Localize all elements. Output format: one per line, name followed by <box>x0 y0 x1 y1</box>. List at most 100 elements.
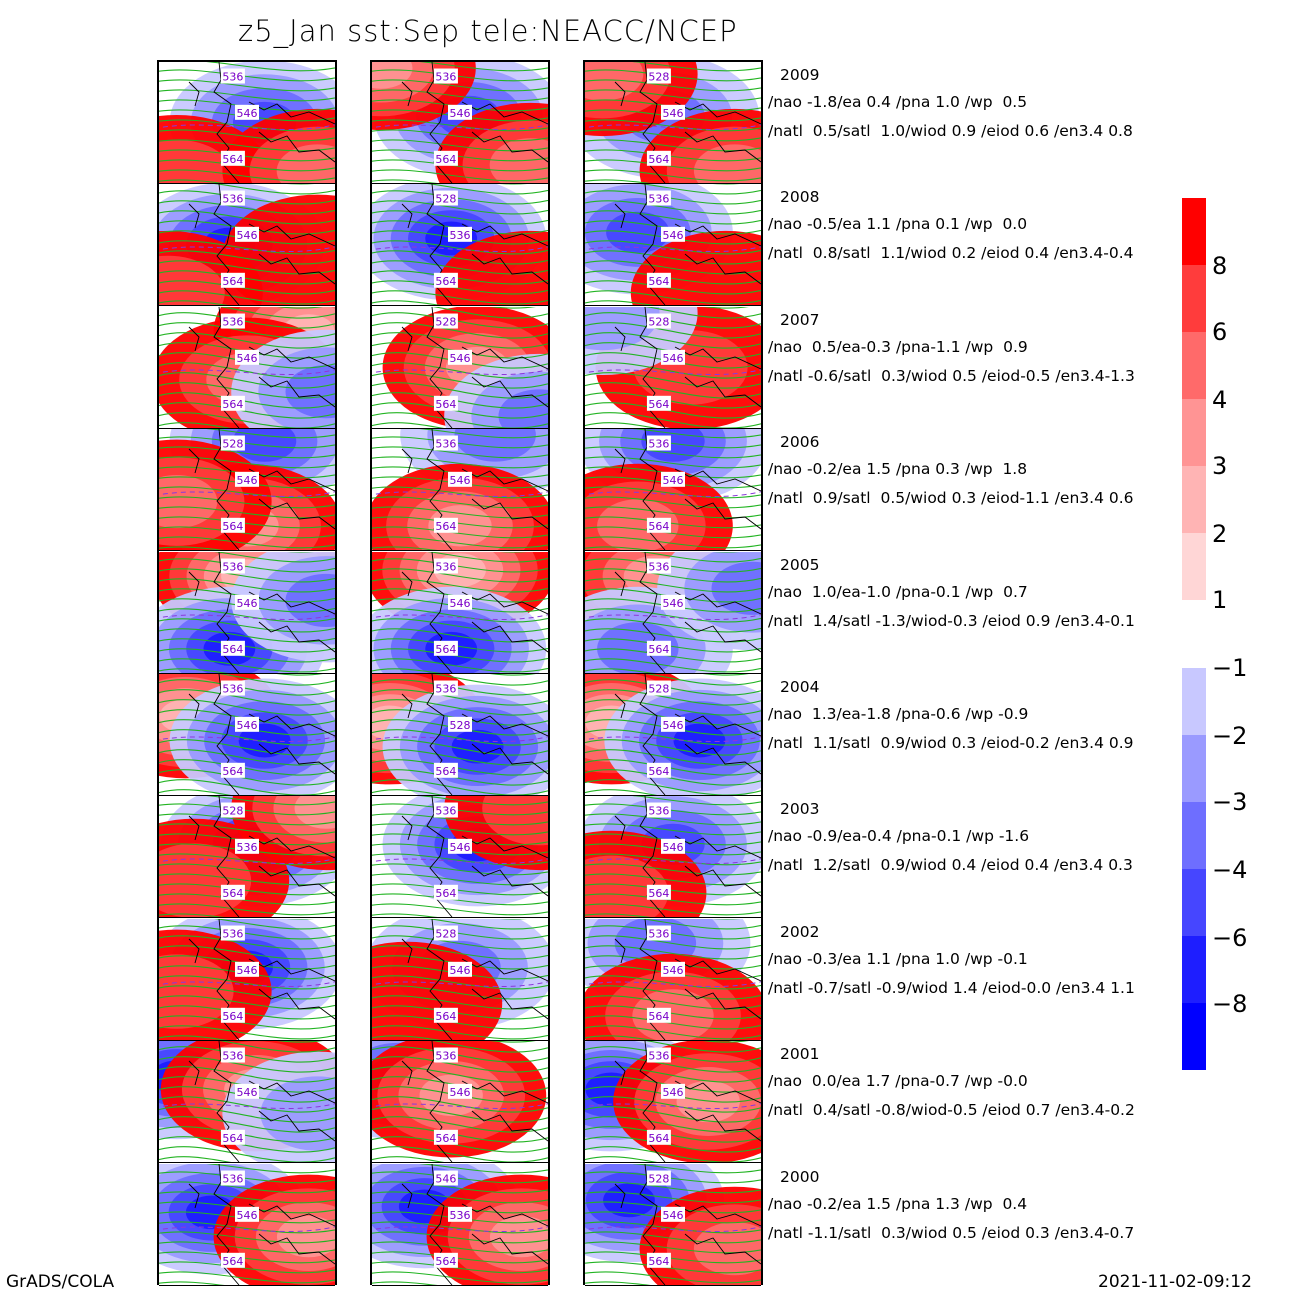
colorbar-swatch <box>1182 936 1206 1003</box>
year-label: 2002 <box>780 922 820 941</box>
teleconnection-indices: /nao 1.3/ea-1.8 /pna-0.6 /wp -0.9 <box>768 705 1029 723</box>
map-panel: 528 546 564 <box>585 62 761 184</box>
contour-label: 528 <box>646 1170 671 1186</box>
contour-label: 564 <box>646 1129 671 1145</box>
year-label: 2000 <box>780 1167 820 1186</box>
contour-label: 536 <box>433 1047 458 1063</box>
map-panel: 536 546 564 <box>159 306 335 429</box>
svg-text:528: 528 <box>648 315 669 328</box>
svg-text:546: 546 <box>450 841 471 854</box>
contour-label: 546 <box>448 349 472 365</box>
contour-label: 564 <box>433 273 458 289</box>
colorbar-tick-label: 8 <box>1212 252 1228 280</box>
contour-label: 546 <box>433 1170 458 1186</box>
svg-text:546: 546 <box>237 474 258 487</box>
year-info: 2004/nao 1.3/ea-1.8 /pna-0.6 /wp -0.9/na… <box>768 678 1134 752</box>
teleconnection-indices: /nao 0.5/ea-0.3 /pna-1.1 /wp 0.9 <box>768 337 1028 356</box>
svg-text:564: 564 <box>648 765 669 778</box>
svg-text:546: 546 <box>450 596 471 609</box>
contour-label: 564 <box>220 1129 245 1145</box>
colorbar-tick-label: 1 <box>1212 586 1228 614</box>
svg-text:528: 528 <box>648 1172 669 1185</box>
contour-label: 564 <box>220 1252 245 1268</box>
svg-text:536: 536 <box>435 438 456 451</box>
map-panel: 536 546 564 <box>159 551 335 674</box>
sst-indices: /natl 0.8/satl 1.1/wiod 0.2 /eiod 0.4 /e… <box>768 244 1134 263</box>
colorbar-swatch <box>1182 735 1206 802</box>
svg-text:546: 546 <box>663 841 684 854</box>
contour-label: 536 <box>646 558 671 574</box>
svg-text:546: 546 <box>450 474 471 487</box>
colorbar-swatch <box>1182 869 1206 936</box>
year-info: 2001/nao 0.0/ea 1.7 /pna-0.7 /wp -0.0/na… <box>768 1045 1135 1119</box>
svg-text:546: 546 <box>237 1086 258 1099</box>
svg-text:536: 536 <box>435 560 456 573</box>
contour-label: 546 <box>235 227 259 243</box>
year-label: 2008 <box>780 188 820 207</box>
sst-indices: /natl -0.7/satl -0.9/wiod 1.4 /eiod-0.0 … <box>768 978 1135 997</box>
colorbar-swatch <box>1182 1003 1206 1070</box>
contour-label: 546 <box>235 349 259 365</box>
contour-label: 546 <box>661 1084 685 1100</box>
svg-text:546: 546 <box>663 107 684 120</box>
svg-text:536: 536 <box>648 805 669 818</box>
contour-label: 536 <box>220 190 245 206</box>
contour-label: 564 <box>646 885 671 901</box>
contour-label: 546 <box>448 472 472 488</box>
contour-label: 528 <box>220 802 245 818</box>
svg-text:528: 528 <box>435 315 456 328</box>
svg-text:546: 546 <box>663 474 684 487</box>
colorbar-tick-label: −2 <box>1212 722 1248 750</box>
svg-text:564: 564 <box>648 1132 669 1145</box>
map-panel: 536 528 564 <box>372 674 548 796</box>
contour-label: 536 <box>433 680 458 696</box>
svg-text:536: 536 <box>222 683 243 696</box>
contour-label: 536 <box>646 802 671 818</box>
svg-text:564: 564 <box>222 520 243 533</box>
colorbar-tick-label: −4 <box>1212 856 1248 884</box>
contour-label: 546 <box>448 961 472 977</box>
svg-text:564: 564 <box>435 520 456 533</box>
map-panel: 536 546 564 <box>372 429 548 552</box>
svg-text:564: 564 <box>435 642 456 655</box>
teleconnection-indices: /nao -1.8/ea 0.4 /pna 1.0 /wp 0.5 <box>768 93 1028 111</box>
colorbar-swatch <box>1182 198 1206 265</box>
contour-label: 528 <box>646 68 671 84</box>
contour-label: 564 <box>433 762 458 778</box>
map-panel: 528 546 564 <box>159 429 335 552</box>
contour-label: 546 <box>448 1084 472 1100</box>
contour-label: 528 <box>646 680 671 696</box>
colorbar-swatch <box>1182 533 1206 600</box>
svg-text:546: 546 <box>450 107 471 120</box>
svg-text:546: 546 <box>435 1172 456 1185</box>
map-panel: 536 546 564 <box>159 674 335 796</box>
svg-text:564: 564 <box>648 642 669 655</box>
contour-label: 528 <box>220 435 245 451</box>
map-panel: 536 546 564 <box>372 62 548 184</box>
contour-label: 536 <box>448 1206 472 1222</box>
contour-label: 536 <box>220 680 245 696</box>
contour-label: 564 <box>646 1252 671 1268</box>
year-info: 2009/nao -1.8/ea 0.4 /pna 1.0 /wp 0.5/na… <box>768 66 1133 140</box>
svg-text:536: 536 <box>435 805 456 818</box>
map-panel: 536 546 564 <box>585 429 761 552</box>
contour-label: 546 <box>448 839 472 855</box>
svg-text:564: 564 <box>435 275 456 288</box>
svg-text:564: 564 <box>222 275 243 288</box>
svg-text:546: 546 <box>450 352 471 365</box>
year-label: 2006 <box>780 433 820 452</box>
svg-text:536: 536 <box>450 229 471 242</box>
svg-text:528: 528 <box>222 805 243 818</box>
figure-title: z5_Jan sst:Sep tele:NEACC/NCEP <box>238 14 738 48</box>
contour-label: 528 <box>433 925 458 941</box>
teleconnection-indices: /nao -0.3/ea 1.1 /pna 1.0 /wp -0.1 <box>768 949 1028 968</box>
svg-text:564: 564 <box>222 153 243 166</box>
svg-text:564: 564 <box>222 1010 243 1023</box>
contour-label: 564 <box>433 395 458 411</box>
svg-text:546: 546 <box>663 352 684 365</box>
contour-label: 546 <box>661 716 685 732</box>
contour-label: 564 <box>220 1007 245 1023</box>
contour-label: 564 <box>433 640 458 656</box>
contour-label: 536 <box>220 313 245 329</box>
teleconnection-indices: /nao -0.9/ea-0.4 /pna-0.1 /wp -1.6 <box>768 827 1030 846</box>
